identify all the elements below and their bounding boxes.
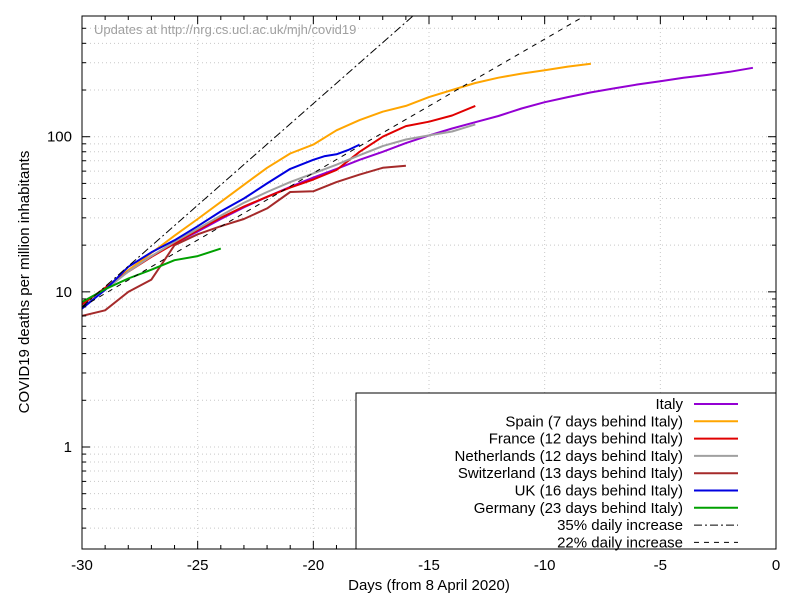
- series-line-5: [82, 143, 361, 310]
- series-line-3: [82, 123, 476, 308]
- y-axis-label: COVID19 deaths per million inhabitants: [16, 151, 33, 414]
- x-tick-label: 0: [772, 557, 780, 574]
- legend-label-7: 35% daily increase: [557, 517, 683, 534]
- series-line-1: [82, 62, 592, 308]
- series-line-7: [82, 16, 414, 308]
- legend-box: [355, 392, 777, 550]
- legend-label-0: Italy: [655, 396, 683, 413]
- series-line-4: [82, 164, 406, 317]
- legend-label-6: Germany (23 days behind Italy): [474, 500, 683, 517]
- x-tick-label: -25: [187, 557, 209, 574]
- series-line-0: [82, 66, 754, 307]
- series-lines: [82, 16, 754, 317]
- y-tick-label: 1: [64, 439, 72, 456]
- series-line-6: [82, 247, 222, 303]
- y-tick-label: 100: [47, 129, 72, 146]
- x-axis-label: Days (from 8 April 2020): [348, 577, 510, 594]
- chart-annotation: Updates at http://nrg.cs.ucl.ac.uk/mjh/c…: [94, 22, 356, 37]
- x-tick-label: -30: [71, 557, 93, 574]
- axis-ticks: -30 -25 -20 -15 -10 -5 0 1 10 100: [47, 15, 780, 574]
- x-tick-label: -10: [534, 557, 556, 574]
- x-tick-label: -5: [654, 557, 667, 574]
- series-line-8: [82, 16, 586, 308]
- x-tick-label: -15: [418, 557, 440, 574]
- legend-label-1: Spain (7 days behind Italy): [505, 413, 683, 430]
- legend-label-8: 22% daily increase: [557, 534, 683, 551]
- legend-label-5: UK (16 days behind Italy): [515, 483, 683, 500]
- x-tick-label: -20: [302, 557, 324, 574]
- legend-label-4: Switzerland (13 days behind Italy): [458, 465, 683, 482]
- legend-label-3: Netherlands (12 days behind Italy): [455, 448, 683, 465]
- legend-label-2: France (12 days behind Italy): [489, 431, 683, 448]
- y-tick-label: 10: [55, 284, 72, 301]
